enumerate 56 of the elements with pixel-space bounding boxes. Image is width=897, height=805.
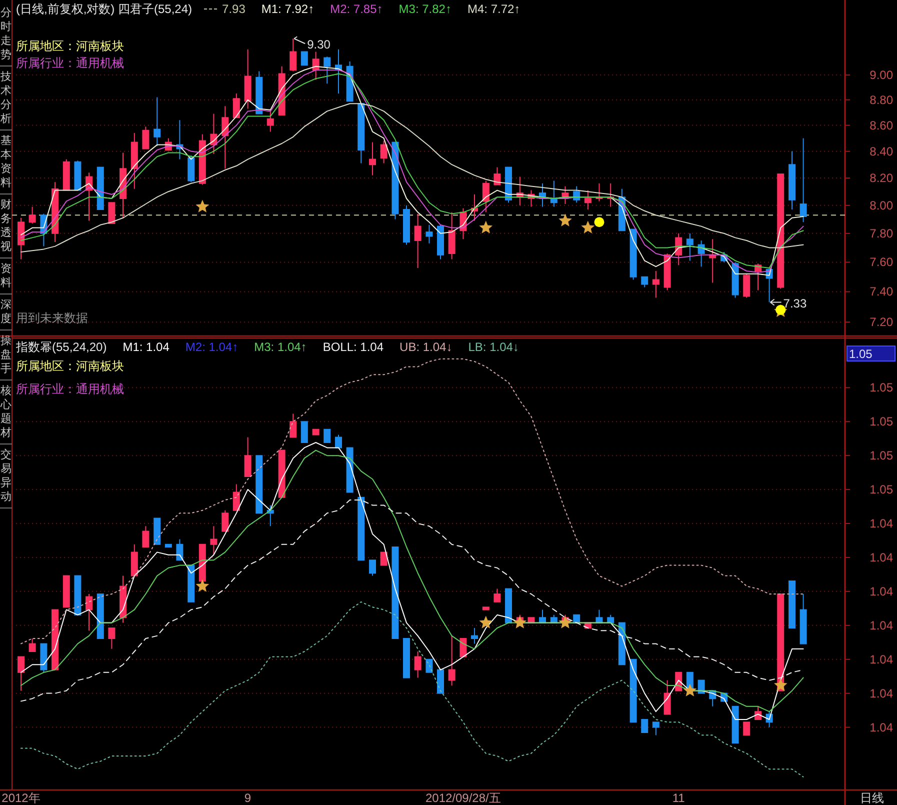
- text: 财务透视: [0, 198, 12, 253]
- y-tick-label: 8.80: [870, 92, 894, 107]
- text: 1.05: [849, 347, 873, 361]
- x-tick-label: 2012年: [2, 791, 40, 805]
- y-tick-label: 1.05: [870, 448, 894, 463]
- y-tick-label: 1.04: [870, 720, 894, 734]
- y-tick-label: 1.04: [870, 516, 894, 531]
- y-tick-label: 1.04: [870, 584, 894, 598]
- text: 基本资料: [0, 134, 12, 189]
- text: M3: 1.04↑: [254, 340, 307, 354]
- y-tick-label: 9.00: [870, 68, 894, 82]
- text: 资料: [0, 263, 12, 289]
- x-tick-label: 9: [244, 791, 252, 805]
- annotation: 用到未来数据: [16, 311, 88, 325]
- annotation: 7.33: [783, 296, 807, 310]
- text: M1: 1.04: [122, 340, 170, 354]
- y-tick-label: 1.05: [870, 482, 894, 497]
- series-label: UB: 1.04↓: [400, 340, 452, 354]
- x-tick-label: 11: [672, 791, 686, 805]
- y-tick-label: 7.80: [870, 226, 894, 240]
- text: 分时走势: [0, 7, 12, 61]
- x-tick-label: 2012/09/28/五: [425, 791, 501, 805]
- text: M2: 7.85↑: [330, 2, 383, 16]
- annotation: 所属行业：通用机械: [16, 56, 124, 70]
- y-tick-label: 1.04: [870, 618, 894, 632]
- text: BOLL: 1.04: [322, 340, 384, 354]
- y-tick-label: 1.04: [870, 652, 894, 666]
- text: M4: 7.72↑: [467, 2, 520, 16]
- text: 深度: [0, 299, 12, 325]
- y-tick-label: 1.05: [870, 380, 894, 395]
- text: 交易异动: [0, 448, 12, 503]
- text: M3: 7.82↑: [398, 2, 452, 16]
- y-tick-label: 1.04: [870, 550, 894, 564]
- y-tick-label: 8.00: [870, 198, 894, 212]
- text: 核心题材: [0, 384, 12, 439]
- text: 技术分析: [0, 71, 12, 125]
- y-tick-label: 7.60: [870, 255, 894, 270]
- y-tick-label: 8.20: [870, 171, 894, 186]
- y-tick-label: 1.05: [870, 414, 894, 429]
- annotation: 9.30: [307, 38, 331, 52]
- y-tick-label: 8.40: [870, 144, 894, 158]
- legend-label: M2: 1.04↑: [185, 340, 238, 354]
- legend-label: 7.93: [222, 2, 246, 16]
- y-tick-label: 1.04: [870, 686, 894, 700]
- text: LB: 1.04↓: [468, 340, 519, 354]
- text: M1: 7.92↑: [261, 2, 314, 16]
- text: 日线: [860, 791, 884, 805]
- y-tick-label: 7.20: [870, 315, 894, 330]
- annotation: 所属地区：河南板块: [16, 39, 124, 53]
- y-tick-label: 7.40: [870, 284, 894, 299]
- chart-title: 指数幂(55,24,20): [15, 340, 107, 354]
- text: 操盘手: [0, 335, 12, 375]
- y-tick-label: 8.60: [870, 118, 894, 132]
- annotation: 所属行业：通用机械: [16, 382, 124, 396]
- chart-title: (日线,前复权,对数) 四君子(55,24): [16, 2, 192, 16]
- annotation: 所属地区：河南板块: [16, 359, 124, 373]
